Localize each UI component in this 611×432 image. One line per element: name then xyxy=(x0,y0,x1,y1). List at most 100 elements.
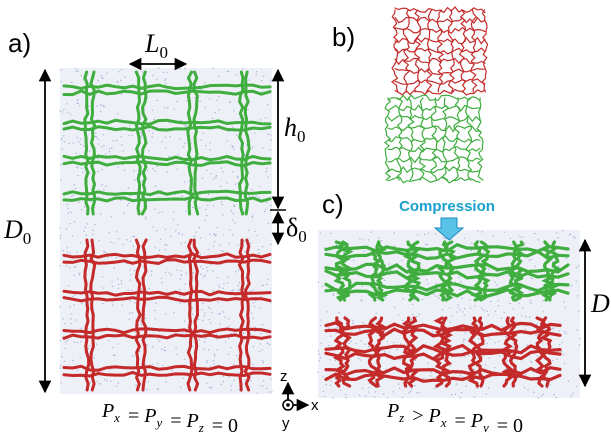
solvent-dot xyxy=(425,244,426,245)
solvent-dot xyxy=(505,336,506,337)
solvent-dot xyxy=(384,280,385,281)
solvent-dot xyxy=(73,304,74,305)
solvent-dot xyxy=(117,278,118,279)
solvent-dot xyxy=(214,241,215,242)
solvent-dot xyxy=(74,266,75,267)
solvent-dot xyxy=(262,385,263,386)
operator: = xyxy=(165,410,186,432)
solvent-dot xyxy=(70,212,71,213)
solvent-dot xyxy=(328,345,329,346)
solvent-dot xyxy=(538,397,539,398)
solvent-dot xyxy=(254,132,255,133)
solvent-dot xyxy=(333,295,334,296)
solvent-dot xyxy=(524,387,525,388)
solvent-dot xyxy=(386,341,387,342)
solvent-dot xyxy=(80,242,81,243)
solvent-dot xyxy=(564,363,565,364)
solvent-dot xyxy=(530,300,531,301)
solvent-dot xyxy=(68,208,69,209)
solvent-dot xyxy=(486,394,487,395)
solvent-dot xyxy=(352,323,353,324)
solvent-dot xyxy=(145,218,146,219)
solvent-dot xyxy=(533,392,534,393)
solvent-dot xyxy=(77,342,78,343)
solvent-dot xyxy=(73,274,74,275)
solvent-dot xyxy=(231,389,232,390)
operator: = 0 xyxy=(207,415,238,432)
solvent-dot xyxy=(129,319,130,320)
solvent-dot xyxy=(134,270,135,271)
solvent-dot xyxy=(206,267,207,268)
solvent-dot xyxy=(61,139,62,140)
solvent-dot xyxy=(59,306,60,307)
solvent-dot xyxy=(71,195,72,196)
solvent-dot xyxy=(360,359,361,360)
solvent-dot xyxy=(513,308,514,309)
solvent-dot xyxy=(449,307,450,308)
solvent-dot xyxy=(261,91,262,92)
solvent-dot xyxy=(184,182,185,183)
solvent-dot xyxy=(72,360,73,361)
solvent-dot xyxy=(451,316,452,317)
solvent-dot xyxy=(519,236,520,237)
solvent-dot xyxy=(130,241,131,242)
solvent-dot xyxy=(204,82,205,83)
solvent-dot xyxy=(252,215,253,216)
solvent-dot xyxy=(216,175,217,176)
solvent-dot xyxy=(530,361,531,362)
solvent-dot xyxy=(180,387,181,388)
solvent-dot xyxy=(131,312,132,313)
solvent-dot xyxy=(513,347,514,348)
operator: = xyxy=(123,405,144,427)
solvent-dot xyxy=(465,385,466,386)
solvent-dot xyxy=(158,212,159,213)
solvent-dot xyxy=(522,307,523,308)
solvent-dot xyxy=(60,340,61,341)
solvent-dot xyxy=(320,357,321,358)
solvent-dot xyxy=(83,145,84,146)
solvent-dot xyxy=(200,266,201,267)
variable: P xyxy=(101,400,114,422)
solvent-dot xyxy=(251,189,252,190)
solvent-dot xyxy=(95,136,96,137)
solvent-dot xyxy=(129,125,130,126)
solvent-dot xyxy=(109,148,110,149)
solvent-dot xyxy=(185,242,186,243)
solvent-dot xyxy=(70,318,71,319)
solvent-dot xyxy=(204,275,205,276)
solvent-dot xyxy=(148,381,149,382)
solvent-dot xyxy=(459,309,460,310)
solvent-dot xyxy=(511,244,512,245)
solvent-dot xyxy=(133,170,134,171)
solvent-dot xyxy=(219,313,220,314)
solvent-dot xyxy=(60,179,61,180)
solvent-dot xyxy=(114,355,115,356)
solvent-dot xyxy=(120,199,121,200)
solvent-dot xyxy=(215,177,216,178)
solvent-dot xyxy=(229,243,230,244)
solvent-dot xyxy=(132,236,133,237)
solvent-dot xyxy=(144,318,145,319)
solvent-dot xyxy=(430,375,431,376)
solvent-dot xyxy=(414,299,415,300)
solvent-dot xyxy=(154,310,155,311)
solvent-dot xyxy=(129,195,130,196)
axis-triad: z x y xyxy=(280,368,319,432)
solvent-dot xyxy=(218,314,219,315)
solvent-dot xyxy=(185,283,186,284)
solvent-dot xyxy=(199,101,200,102)
solvent-dot xyxy=(412,304,413,305)
solvent-dot xyxy=(154,247,155,248)
solvent-dot xyxy=(205,209,206,210)
solvent-dot xyxy=(543,394,544,395)
solvent-dot xyxy=(464,356,465,357)
solvent-dot xyxy=(336,244,337,245)
solvent-dot xyxy=(330,359,331,360)
solvent-dot xyxy=(104,379,105,380)
solvent-dot xyxy=(236,355,237,356)
solvent-dot xyxy=(229,229,230,230)
solvent-dot xyxy=(170,236,171,237)
solvent-dot xyxy=(218,96,219,97)
solvent-dot xyxy=(209,142,210,143)
solvent-dot xyxy=(63,318,64,319)
